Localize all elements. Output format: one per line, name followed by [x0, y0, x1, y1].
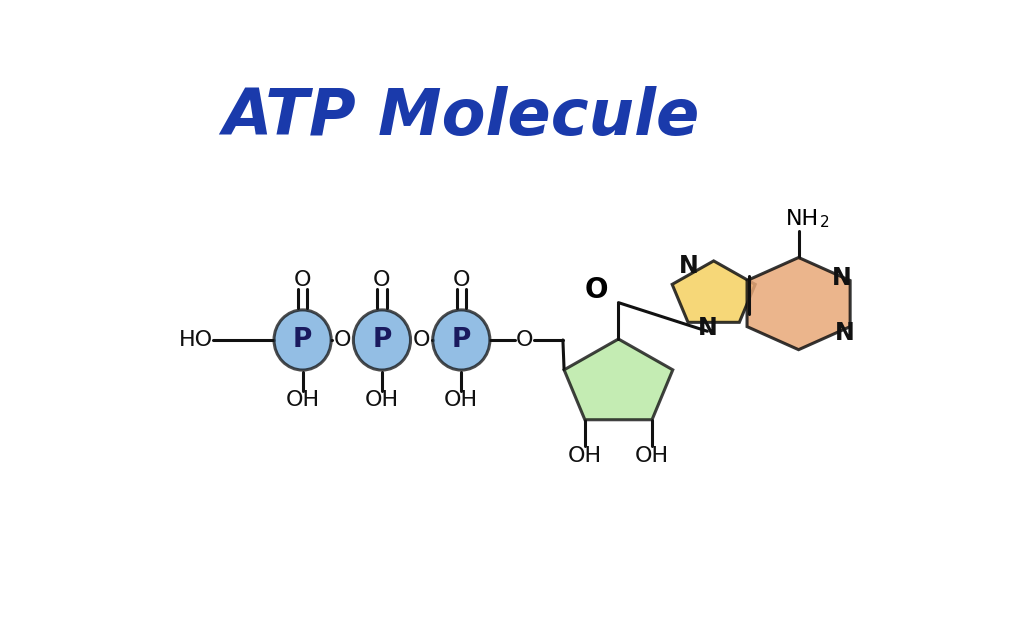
Polygon shape — [564, 339, 673, 420]
Text: HO: HO — [178, 330, 213, 350]
Text: N: N — [697, 316, 717, 340]
Text: O: O — [585, 277, 608, 304]
Text: O: O — [334, 330, 351, 350]
Text: OH: OH — [444, 390, 478, 410]
Text: N: N — [835, 321, 854, 345]
Polygon shape — [748, 258, 850, 350]
Text: O: O — [413, 330, 430, 350]
Text: NH: NH — [786, 209, 819, 229]
Polygon shape — [672, 261, 755, 323]
Text: OH: OH — [635, 446, 669, 466]
Text: N: N — [679, 254, 698, 278]
Text: OH: OH — [286, 390, 319, 410]
Text: P: P — [452, 327, 471, 353]
Ellipse shape — [274, 310, 331, 370]
Text: OH: OH — [365, 390, 399, 410]
Text: P: P — [373, 327, 391, 353]
Text: O: O — [373, 270, 391, 290]
Text: O: O — [516, 330, 534, 350]
Ellipse shape — [353, 310, 411, 370]
Ellipse shape — [433, 310, 489, 370]
Text: O: O — [453, 270, 470, 290]
Text: N: N — [833, 266, 852, 290]
Text: O: O — [294, 270, 311, 290]
Text: OH: OH — [567, 446, 602, 466]
Text: P: P — [293, 327, 312, 353]
Text: 2: 2 — [820, 215, 829, 230]
Text: ATP Molecule: ATP Molecule — [222, 86, 700, 148]
